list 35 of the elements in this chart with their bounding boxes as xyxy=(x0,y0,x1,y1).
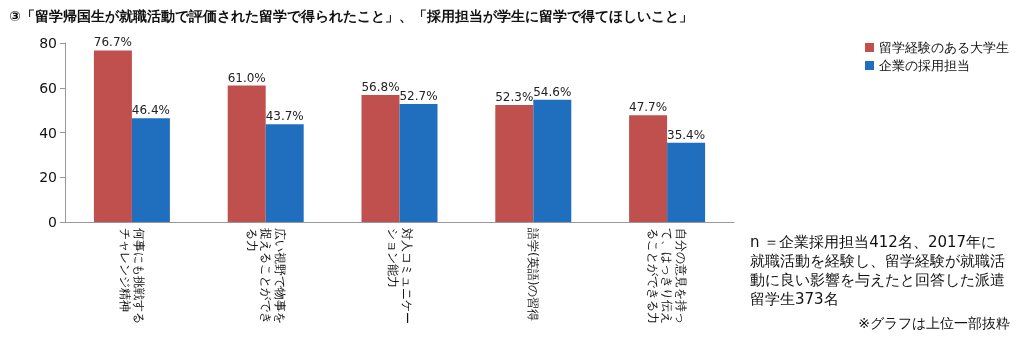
data-label: 61.0% xyxy=(227,70,266,85)
data-label: 47.7% xyxy=(629,100,668,115)
x-tick-label: 自分の意見を持って、はっきり伝えることができる力 xyxy=(646,228,689,324)
data-label: 54.6% xyxy=(533,84,572,99)
legend-label: 留学経験のある大学生 xyxy=(879,40,1009,55)
bar xyxy=(399,104,438,222)
legend-label: 企業の採用担当 xyxy=(879,58,970,73)
bar xyxy=(667,142,706,222)
text: ※グラフは上位一部抜粋 xyxy=(858,315,1010,331)
data-label: 76.7% xyxy=(93,35,132,50)
bar xyxy=(227,85,266,222)
y-tick-label: 60 xyxy=(39,79,57,96)
y-tick-label: 0 xyxy=(48,214,57,230)
data-label: 56.8% xyxy=(361,79,400,94)
bar xyxy=(131,118,170,222)
text: n ＝企業採用担当412名、2017年に就職活動を経験し、留学経験が就職活動に良い影響を与えたと回答した派遣留学生373名 xyxy=(750,232,1005,308)
bar xyxy=(533,99,572,222)
x-tick-label: 広い視野で物事を捉えることができる力 xyxy=(244,228,287,324)
data-label: 52.7% xyxy=(399,89,438,104)
bar xyxy=(265,124,304,222)
x-tick-label: 何事にも挑戦するチャレンジ精神 xyxy=(117,228,146,324)
bar xyxy=(93,50,132,222)
chart-title: ③「留学帰国生が就職活動で評価された留学で得られたこと」、「採用担当が学生に留学で得てほしいこと」 xyxy=(9,8,693,24)
bar xyxy=(361,94,400,222)
data-label: 52.3% xyxy=(495,89,534,104)
y-tick-label: 20 xyxy=(39,169,57,186)
y-tick-label: 40 xyxy=(39,124,57,141)
data-label: 43.7% xyxy=(265,109,304,124)
data-label: 46.4% xyxy=(131,103,170,118)
bar xyxy=(495,104,534,222)
x-tick-label: 対人コミュニケーション能力 xyxy=(385,228,414,324)
data-label: 35.4% xyxy=(667,127,706,142)
x-tick-label: 語学(英語)の習得 xyxy=(526,228,541,322)
y-tick-label: 80 xyxy=(39,35,57,51)
bar xyxy=(629,115,668,222)
